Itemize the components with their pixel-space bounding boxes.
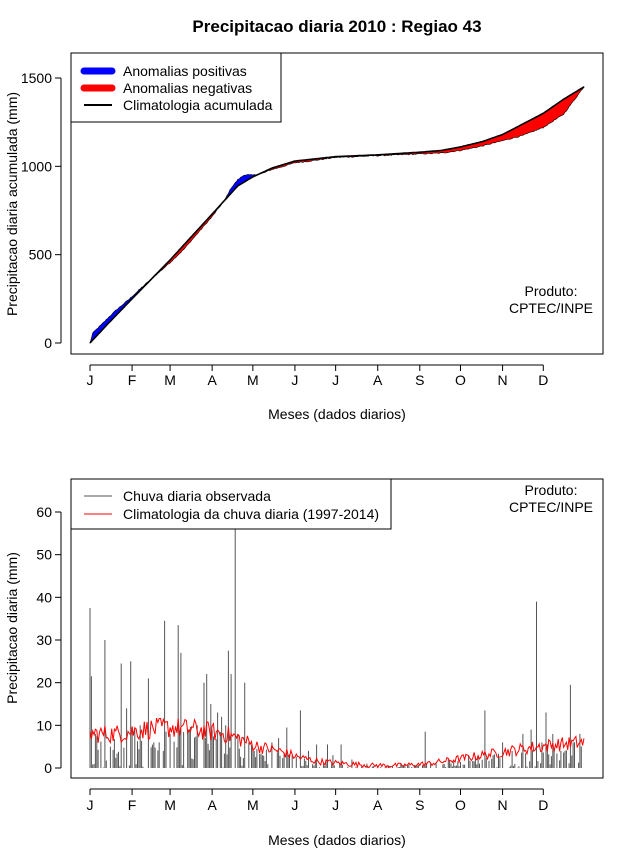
top-x-tick-label: F — [128, 372, 137, 388]
top-legend: Anomalias positivas Anomalias negativas … — [70, 52, 282, 123]
top-x-tick-label: A — [207, 372, 217, 388]
top-x-tick-label: M — [247, 372, 259, 388]
bottom-x-tick-label: A — [207, 797, 217, 813]
bottom-x-tick-label: F — [128, 797, 137, 813]
bottom-product-label: Produto: — [525, 482, 578, 498]
bottom-axes: 0 10 20 30 40 50 60 J F M A M J J A S O N D — [36, 504, 548, 813]
top-x-tick-label: O — [455, 372, 466, 388]
bottom-y-tick-label: 0 — [44, 760, 52, 776]
bottom-x-axis-label: Meses (dados diarios) — [268, 832, 406, 848]
bottom-y-tick-label: 40 — [36, 589, 52, 605]
top-x-tick-label: N — [498, 372, 508, 388]
bottom-x-tick-label: M — [247, 797, 259, 813]
bottom-x-tick-label: A — [373, 797, 383, 813]
bottom-x-tick-label: M — [164, 797, 176, 813]
top-y-tick-label: 500 — [29, 247, 53, 263]
legend-negative-label: Anomalias negativas — [123, 80, 252, 96]
bottom-y-tick-label: 60 — [36, 504, 52, 520]
bottom-product-source: CPTEC/INPE — [509, 499, 593, 515]
cumulative-panel: 0 500 1000 1500 J F M A M J J A S O N D Meses (dados di… — [4, 52, 604, 422]
bottom-legend: Chuva diaria observada Climatologia da c… — [70, 478, 392, 530]
top-x-tick-label: J — [291, 372, 298, 388]
bottom-y-tick-label: 10 — [36, 717, 52, 733]
legend-observed-label: Chuva diaria observada — [123, 488, 271, 504]
climatology-daily-line — [89, 717, 585, 769]
positive-anomaly-area — [222, 174, 258, 204]
legend-positive-label: Anomalias positivas — [123, 63, 247, 79]
top-plot-frame — [70, 52, 604, 355]
bottom-y-tick-label: 20 — [36, 675, 52, 691]
bottom-x-tick-label: D — [538, 797, 548, 813]
top-y-tick-label: 1500 — [21, 70, 52, 86]
top-climatology-line — [89, 86, 585, 344]
top-y-tick-label: 1000 — [21, 158, 52, 174]
top-x-tick-label: S — [415, 372, 424, 388]
bottom-legend-box — [70, 478, 392, 530]
bottom-y-axis-label: Precipitacao diaria (mm) — [4, 552, 20, 704]
top-x-tick-label: D — [538, 372, 548, 388]
top-x-tick-label: A — [373, 372, 383, 388]
top-x-tick-label: J — [332, 372, 339, 388]
figure-title: Precipitacao diaria 2010 : Regiao 43 — [192, 17, 481, 36]
top-x-axis-label: Meses (dados diarios) — [268, 406, 406, 422]
top-y-axis-label: Precipitacao diaria acumulada (mm) — [4, 92, 20, 316]
top-axes: 0 500 1000 1500 J F M A M J J A S O N D — [21, 70, 549, 388]
bottom-x-tick-label: S — [415, 797, 424, 813]
negative-anomaly-area — [256, 86, 585, 176]
top-product-label: Produto: — [525, 283, 578, 299]
top-y-tick-label: 0 — [44, 335, 52, 351]
bottom-x-tick-label: J — [87, 797, 94, 813]
bottom-observed-bars — [89, 529, 582, 768]
bottom-x-tick-label: J — [332, 797, 339, 813]
bottom-x-tick-label: J — [291, 797, 298, 813]
daily-panel: 0 10 20 30 40 50 60 J F M A M J J A S O N D Meses (dados d… — [4, 478, 604, 848]
bottom-climatology-line — [89, 717, 585, 769]
top-legend-box — [70, 52, 282, 123]
top-x-tick-label: M — [164, 372, 176, 388]
bottom-y-tick-label: 30 — [36, 632, 52, 648]
top-product-source: CPTEC/INPE — [509, 300, 593, 316]
legend-climatology-daily-label: Climatologia da chuva diaria (1997-2014) — [123, 506, 379, 522]
bottom-y-tick-label: 50 — [36, 547, 52, 563]
bottom-x-tick-label: N — [498, 797, 508, 813]
top-x-tick-label: J — [87, 372, 94, 388]
legend-climatology-label: Climatologia acumulada — [123, 97, 273, 113]
climatology-cumulative-line — [89, 86, 585, 344]
bottom-x-tick-label: O — [455, 797, 466, 813]
